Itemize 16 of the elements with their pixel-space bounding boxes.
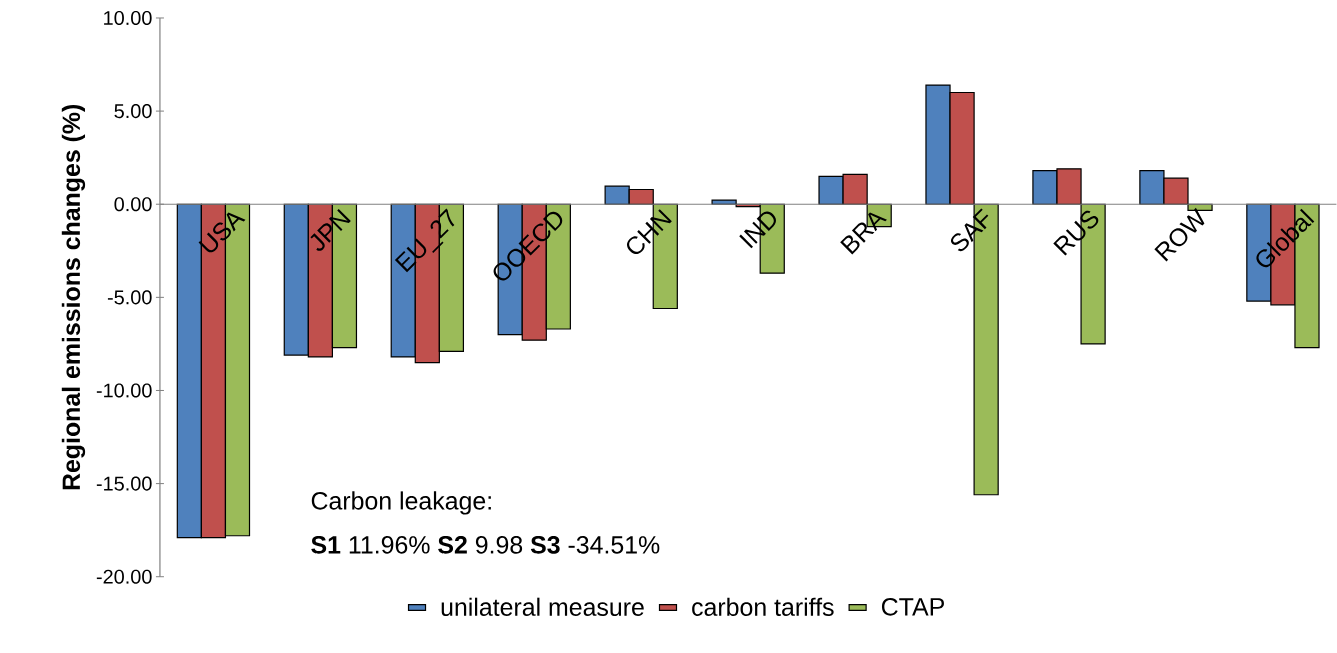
- y-axis-title: Regional emissions changes (%): [61, 105, 86, 490]
- y-tick-label: 5.00: [114, 104, 152, 119]
- annotation: S1 11.96% S2 9.98 S3 -34.51%: [311, 536, 660, 554]
- y-tick-label: -20.00: [96, 569, 152, 584]
- y-tick-label: -10.00: [96, 383, 152, 398]
- annotation: Carbon leakage:: [311, 491, 491, 515]
- y-tick-label: -15.00: [96, 476, 152, 491]
- legend-label: carbon tariffs: [692, 597, 834, 617]
- x-tick-label: IND: [739, 211, 776, 249]
- x-tick-label: USA: [198, 212, 246, 253]
- x-tick-label: JPN: [310, 209, 351, 251]
- y-tick-label: 0.00: [114, 197, 152, 212]
- legend-label: unilateral measure: [441, 597, 644, 617]
- y-tick-label: 10.00: [104, 11, 152, 26]
- legend-label: CTAP: [881, 598, 944, 616]
- y-tick-label: -5.00: [107, 290, 152, 305]
